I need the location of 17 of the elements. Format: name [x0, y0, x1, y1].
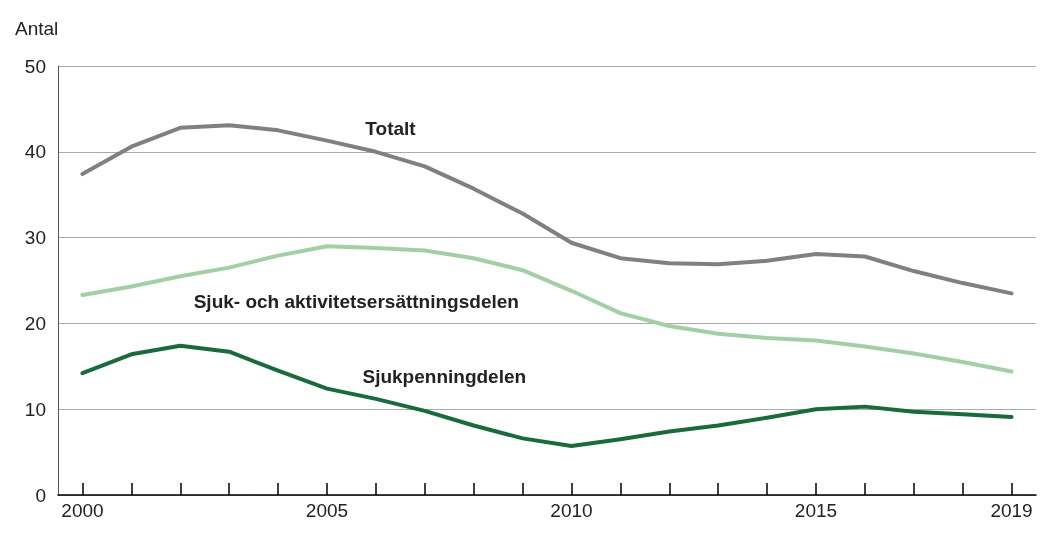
- y-axis-title: Antal: [15, 18, 59, 39]
- y-tick-label: 0: [35, 484, 46, 506]
- y-tick-label: 10: [24, 398, 46, 420]
- x-tick-label: 2005: [305, 500, 349, 521]
- series-label: Sjukpenningdelen: [362, 366, 527, 388]
- y-tick-label: 40: [24, 141, 46, 163]
- y-tick-label: 20: [24, 312, 46, 334]
- x-tick-label: 2000: [61, 500, 104, 521]
- x-tick-label: 2015: [794, 500, 838, 521]
- series-label: Sjuk- och aktivitetsersättningsdelen: [193, 290, 519, 312]
- line-series: [80, 123, 1014, 296]
- y-tick-label: 50: [24, 55, 46, 77]
- y-tick-label: 30: [24, 227, 46, 249]
- x-tick-label: 2019: [990, 500, 1033, 521]
- line-series: [80, 343, 1014, 449]
- x-tick-label: 2010: [550, 500, 593, 521]
- series-label: Totalt: [365, 118, 417, 140]
